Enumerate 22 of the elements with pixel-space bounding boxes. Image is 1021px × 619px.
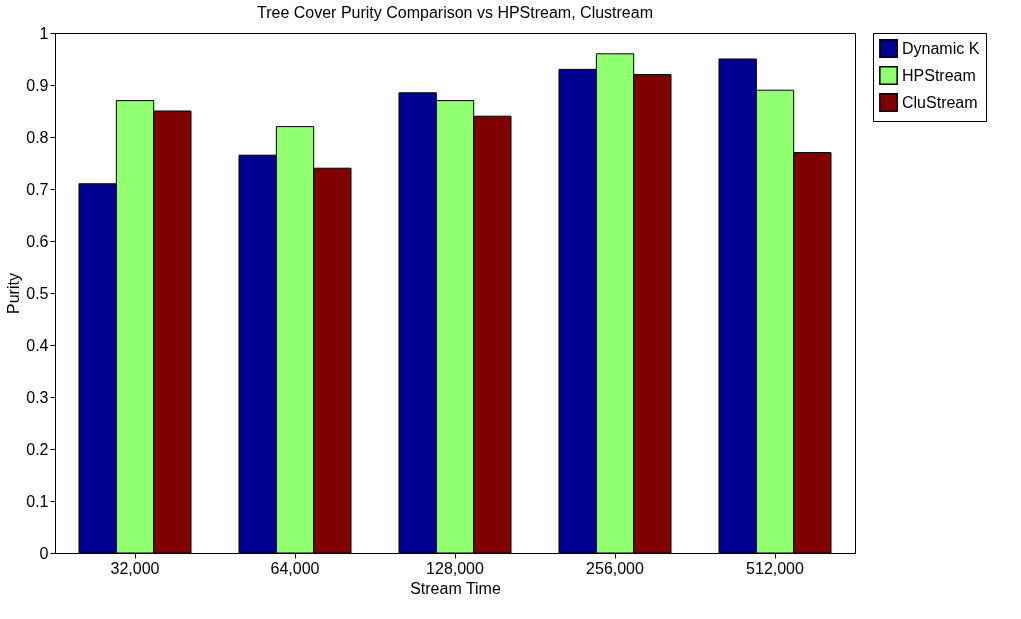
y-tick-label: 1 xyxy=(39,24,49,42)
y-tick-label: 0.3 xyxy=(26,388,49,406)
x-tick-label: 256,000 xyxy=(586,559,645,577)
chart-title: Tree Cover Purity Comparison vs HPStream, Clustream xyxy=(257,4,653,21)
legend-label: HPStream xyxy=(902,66,976,84)
x-tick-label: 64,000 xyxy=(270,559,320,577)
y-tick-label: 0.4 xyxy=(26,336,49,354)
legend-label: Dynamic K xyxy=(902,39,980,57)
y-tick-label: 0.6 xyxy=(26,232,49,250)
y-tick-label: 0.8 xyxy=(26,128,49,146)
y-tick-label: 0.2 xyxy=(26,440,49,458)
y-tick-label: 0.9 xyxy=(26,76,49,94)
x-axis-title: Stream Time xyxy=(410,579,501,597)
y-tick-label: 0.7 xyxy=(26,180,49,198)
y-tick-label: 0.5 xyxy=(26,284,49,302)
x-tick-label: 128,000 xyxy=(426,559,485,577)
y-axis-title: Purity xyxy=(5,273,23,314)
x-tick-label: 512,000 xyxy=(746,559,805,577)
legend-label: CluStream xyxy=(902,93,978,111)
y-tick-label: 0 xyxy=(39,544,49,562)
y-tick-label: 0.1 xyxy=(26,492,49,510)
x-tick-label: 32,000 xyxy=(110,559,160,577)
